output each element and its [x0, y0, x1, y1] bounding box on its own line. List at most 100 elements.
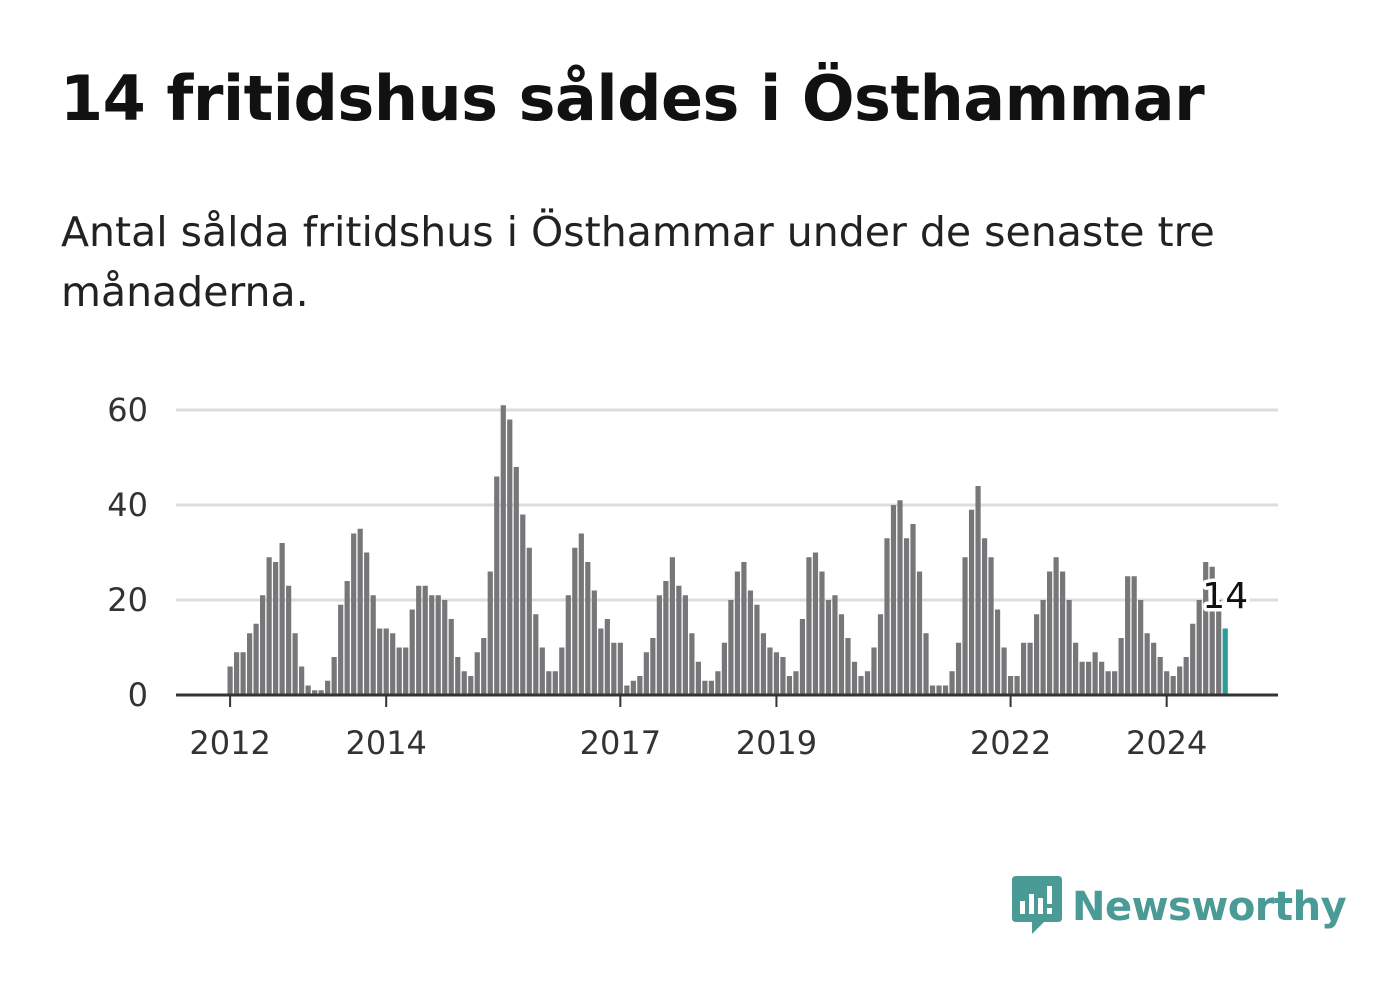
bar: [884, 538, 890, 695]
bar: [630, 680, 636, 695]
bar: [611, 642, 617, 695]
bar: [864, 671, 871, 695]
bar: [578, 533, 584, 695]
bar: [539, 647, 545, 695]
bar: [1053, 557, 1059, 695]
bar: [299, 666, 305, 695]
bar: [351, 533, 357, 695]
bar: [526, 547, 532, 695]
bar: [760, 633, 767, 695]
bar: [734, 571, 741, 695]
bar: [520, 514, 526, 695]
bar: [708, 680, 714, 695]
bar: [968, 509, 975, 695]
bar: [728, 600, 734, 695]
y-tick-label: 20: [107, 581, 148, 619]
bar: [663, 581, 669, 695]
bar: [819, 571, 825, 695]
bar: [903, 538, 910, 695]
x-tick-label: 2012: [189, 724, 270, 762]
bar: [266, 557, 272, 695]
bar: [292, 633, 298, 695]
bar: [1131, 576, 1137, 695]
bar: [617, 642, 623, 695]
bar: [305, 685, 311, 695]
bar: [676, 585, 682, 695]
bar: [1079, 661, 1085, 695]
bar: [851, 661, 858, 695]
bar: [1177, 666, 1183, 695]
bar: [461, 671, 467, 695]
x-tick-label: 2019: [736, 724, 817, 762]
bar: [1170, 676, 1176, 695]
bar: [799, 619, 806, 695]
bar: [513, 467, 519, 695]
bar: [533, 614, 539, 695]
bar: [689, 633, 695, 695]
bar: [1216, 600, 1222, 695]
bar: [1047, 571, 1053, 695]
bar: [279, 543, 285, 695]
bar: [643, 652, 649, 695]
bar: [916, 571, 923, 695]
bar: [832, 595, 838, 695]
bar: [994, 609, 1001, 695]
bar: [1105, 671, 1111, 695]
bar: [1209, 566, 1215, 695]
chart-subtitle: Antal sålda fritidshus i Östhammar under…: [61, 208, 1215, 316]
bar: [253, 623, 259, 695]
bar: [962, 557, 968, 695]
bar: [286, 585, 292, 695]
x-tick-label: 2014: [345, 724, 426, 762]
y-tick-label: 0: [128, 676, 148, 714]
bar: [812, 552, 819, 695]
y-axis-labels: 0 20 40 60: [107, 391, 148, 714]
bar: [695, 661, 701, 695]
bar: [1099, 661, 1105, 695]
bar: [344, 581, 350, 695]
y-tick-label: 40: [107, 486, 148, 524]
bar: [1196, 600, 1202, 695]
bar: [929, 685, 936, 695]
bar: [429, 595, 435, 695]
bar-highlight: [1222, 628, 1228, 695]
bar: [416, 585, 422, 695]
bar: [455, 657, 461, 695]
bar: [240, 652, 246, 695]
x-tick-label: 2017: [580, 724, 661, 762]
y-tick-label: 60: [107, 391, 148, 429]
bar: [325, 680, 331, 695]
bar: [234, 652, 240, 695]
bar: [1066, 600, 1072, 695]
bar: [741, 562, 747, 695]
gridlines: [176, 408, 1278, 602]
bar: [442, 600, 448, 695]
bar: [942, 685, 949, 695]
bar: [1138, 600, 1144, 695]
bar: [357, 528, 363, 695]
bar: [1040, 600, 1046, 695]
brand-logo: Newsworthy: [1010, 876, 1347, 938]
bar: [650, 638, 656, 695]
bar: [572, 547, 578, 695]
chart-title: 14 fritidshus såldes i Östhammar: [60, 62, 1205, 135]
bar: [598, 628, 604, 695]
bar: [1118, 638, 1124, 695]
bar: [247, 633, 253, 695]
bar: [500, 405, 506, 695]
bar: [591, 590, 597, 695]
bar: [923, 633, 929, 695]
highlight-value-label: 14: [1202, 576, 1248, 617]
bar: [565, 595, 571, 695]
bar: [871, 647, 877, 695]
bar: [773, 652, 780, 695]
x-tick-label: 2022: [970, 724, 1051, 762]
bar: [1073, 642, 1079, 695]
brand-name: Newsworthy: [1072, 884, 1347, 930]
bar: [552, 671, 558, 695]
bar: [1144, 633, 1150, 695]
bar: [487, 571, 493, 695]
bar: [383, 628, 389, 695]
bar: [624, 685, 630, 695]
